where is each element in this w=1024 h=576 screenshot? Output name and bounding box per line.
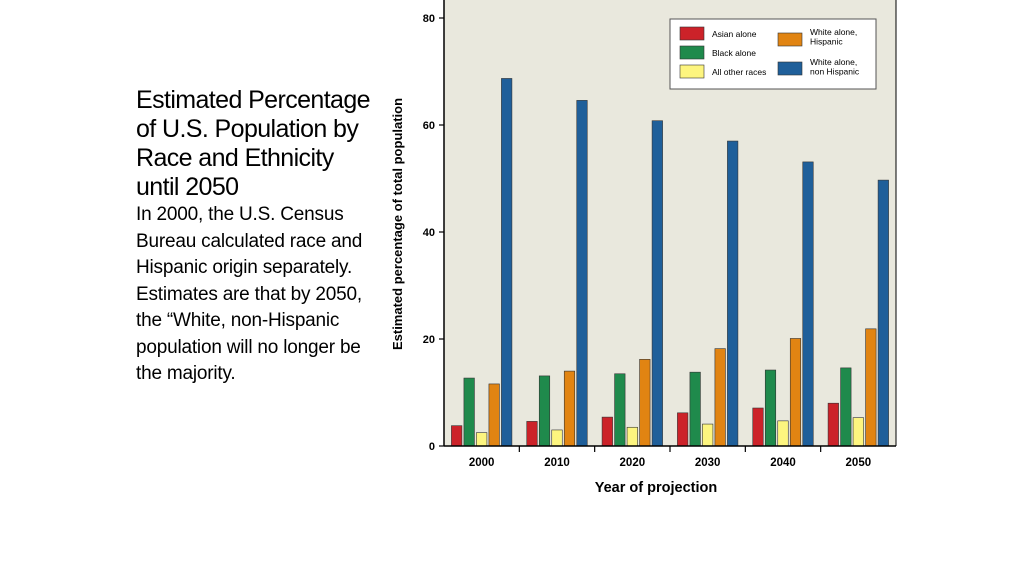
bar-all-other-races-2000: [476, 432, 488, 447]
legend-label: White alone,: [810, 57, 857, 67]
bar-black-alone-2050: [840, 367, 852, 447]
bar-all-other-races-2020: [626, 426, 638, 447]
y-tick-label: 60: [423, 120, 435, 132]
slide-title: Estimated Percentage of U.S. Population …: [136, 86, 371, 201]
bar-white-alone-non-hispanic-2030: [727, 140, 739, 447]
legend-swatch: [679, 26, 705, 41]
bar-all-other-races-2040: [777, 420, 789, 447]
bar-black-alone-2040: [764, 369, 777, 447]
bar-white-alone-non-hispanic-2050: [877, 179, 889, 447]
y-tick-label: 40: [423, 227, 435, 239]
bar-white-alone-hispanic-2030: [714, 348, 726, 447]
legend-label: Black alone: [712, 48, 756, 58]
bar-white-alone-non-hispanic-2010: [576, 100, 588, 447]
legend: Asian alone Black alone All other races Whi…: [669, 18, 877, 90]
legend-label: All other races: [712, 67, 766, 77]
bar-white-alone-non-hispanic-2000: [501, 78, 513, 447]
legend-label: Asian alone: [712, 29, 757, 39]
bar-white-alone-hispanic-2050: [865, 328, 877, 447]
x-ticks-group: 2000 2010 2020 2030 2040 2050: [469, 446, 871, 469]
bar-black-alone-2020: [614, 373, 626, 447]
x-tick-label: 2030: [695, 457, 721, 469]
bar-all-other-races-2030: [702, 423, 714, 447]
slide-description: In 2000, the U.S. Census Bureau calculat…: [136, 204, 363, 384]
x-axis-label: Year of projection: [595, 480, 717, 496]
bar-asian-alone-2050: [827, 402, 839, 447]
legend-label: White alone,: [810, 27, 857, 37]
x-tick-label: 2050: [846, 457, 872, 469]
x-tick-label: 2000: [469, 457, 495, 469]
bar-asian-alone-2000: [451, 425, 463, 447]
bar-white-alone-hispanic-2040: [789, 338, 802, 447]
bar-all-other-races-2010: [551, 429, 563, 447]
legend-box: [669, 18, 877, 90]
legend-swatch: [777, 61, 803, 76]
bar-asian-alone-2010: [526, 421, 538, 447]
y-axis-label: Estimated percentage of total population: [390, 98, 405, 350]
bar-white-alone-non-hispanic-2040: [802, 161, 814, 447]
bar-black-alone-2030: [689, 371, 701, 447]
y-tick-label: 0: [429, 441, 435, 453]
y-tick-label: 20: [423, 334, 435, 346]
bar-asian-alone-2040: [752, 407, 764, 447]
bar-white-alone-hispanic-2020: [639, 359, 651, 447]
y-tick-label: 80: [423, 13, 435, 25]
x-tick-label: 2040: [770, 457, 796, 469]
bar-all-other-races-2050: [852, 417, 864, 447]
slide-text: Estimated Percentage of U.S. Population …: [136, 86, 372, 388]
legend-label: Hispanic: [810, 37, 843, 47]
legend-swatch: [777, 32, 803, 47]
y-ticks-group: 0 20 40 60 80: [423, 13, 444, 453]
bar-asian-alone-2030: [677, 412, 689, 447]
legend-swatch: [679, 45, 705, 60]
bar-black-alone-2000: [463, 377, 475, 447]
legend-swatch: [679, 64, 705, 79]
bar-white-alone-non-hispanic-2020: [651, 120, 663, 447]
bar-white-alone-hispanic-2000: [488, 383, 500, 447]
bar-black-alone-2010: [538, 375, 551, 447]
bar-asian-alone-2020: [601, 416, 613, 447]
legend-label: non Hispanic: [810, 67, 860, 77]
bar-white-alone-hispanic-2010: [563, 370, 576, 447]
x-tick-label: 2010: [544, 457, 570, 469]
x-tick-label: 2020: [620, 457, 646, 469]
